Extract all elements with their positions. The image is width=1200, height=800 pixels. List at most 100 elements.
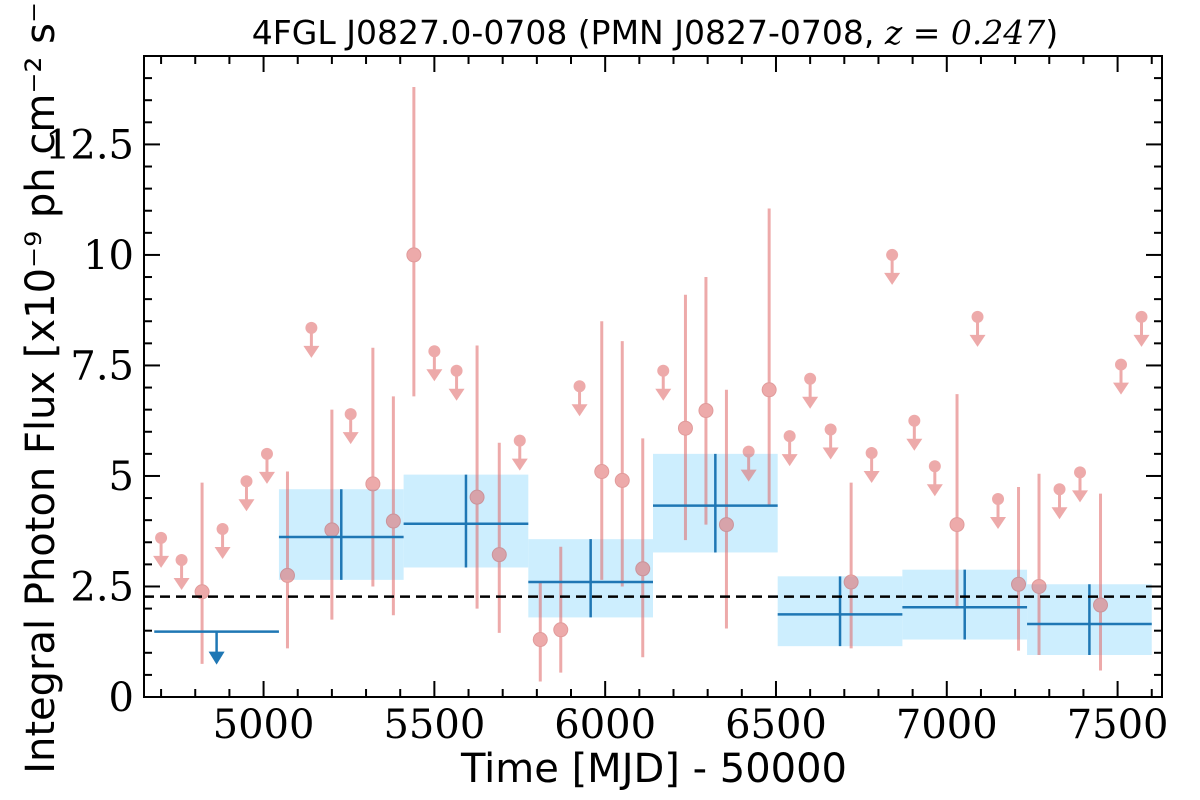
monthly-upper-limit — [342, 408, 359, 445]
upper-limit-marker — [886, 248, 899, 261]
upper-limit-marker — [344, 408, 357, 421]
monthly-upper-limit — [1072, 466, 1089, 503]
upper-limit-marker — [1115, 358, 1128, 371]
monthly-data-point — [279, 471, 295, 649]
upper-limit-marker — [513, 434, 526, 447]
upper-limit-marker — [450, 364, 463, 377]
monthly-upper-limit — [238, 475, 255, 512]
upper-limit-marker — [1074, 466, 1087, 479]
data-marker — [1093, 597, 1109, 613]
data-marker — [698, 403, 714, 419]
data-marker — [406, 247, 422, 263]
monthly-upper-limit — [448, 364, 465, 401]
monthly-upper-limit — [511, 434, 528, 471]
monthly-data-point — [949, 394, 965, 609]
monthly-upper-limit — [571, 380, 588, 417]
upper-limit-marker — [155, 531, 168, 544]
upper-limit-marker — [742, 445, 755, 458]
data-marker — [1011, 576, 1027, 592]
down-arrow-icon — [884, 272, 901, 285]
binned-data-point — [278, 489, 404, 580]
monthly-upper-limit — [1133, 310, 1150, 347]
down-arrow-icon — [655, 388, 672, 401]
x-tick-label: 5000 — [213, 702, 315, 748]
upper-limit-marker — [971, 310, 984, 323]
monthly-upper-limit — [969, 310, 986, 347]
monthly-data-point — [1011, 487, 1027, 651]
upper-limit-marker — [992, 492, 1005, 505]
upper-limit-marker — [865, 446, 878, 459]
upper-limit-marker — [783, 430, 796, 443]
upper-limit-marker — [1135, 310, 1148, 323]
monthly-data-point — [698, 277, 714, 525]
upper-limit-marker — [928, 460, 941, 473]
down-arrow-icon — [208, 651, 225, 665]
upper-limit-marker — [1053, 483, 1066, 496]
data-marker — [491, 547, 507, 563]
upper-limit-marker — [824, 423, 837, 436]
monthly-upper-limit — [740, 445, 757, 482]
down-arrow-icon — [173, 577, 190, 590]
data-marker — [843, 574, 859, 590]
monthly-data-point — [194, 482, 210, 664]
upper-limit-marker — [804, 372, 817, 385]
data-marker — [635, 561, 651, 577]
y-tick-label: 10 — [83, 233, 134, 279]
monthly-series — [153, 86, 1150, 682]
down-arrow-icon — [258, 471, 275, 484]
down-arrow-icon — [342, 432, 359, 445]
data-marker — [365, 476, 381, 492]
down-arrow-icon — [303, 345, 320, 358]
upper-limit-marker — [908, 414, 921, 427]
upper-limit-marker — [428, 345, 441, 358]
monthly-data-point — [843, 482, 859, 649]
monthly-upper-limit — [173, 553, 190, 590]
down-arrow-icon — [1133, 334, 1150, 347]
upper-limit-marker — [305, 321, 318, 334]
data-marker — [324, 522, 340, 538]
monthly-upper-limit — [1051, 483, 1068, 520]
data-marker — [761, 382, 777, 398]
monthly-upper-limit — [802, 372, 819, 409]
data-marker — [718, 517, 734, 533]
x-tick-label: 7500 — [1067, 702, 1169, 748]
chart-title: 4FGL J0827.0-0708 (PMN J0827-0708, z = 0… — [252, 13, 1058, 52]
monthly-upper-limit — [863, 446, 880, 483]
monthly-upper-limit — [153, 531, 170, 568]
down-arrow-icon — [926, 484, 943, 497]
x-tick-label: 6500 — [725, 702, 827, 748]
monthly-data-point — [491, 442, 507, 633]
down-arrow-icon — [511, 458, 528, 471]
x-tick-label: 5500 — [383, 702, 485, 748]
data-marker — [594, 464, 610, 480]
y-tick-label: 12.5 — [45, 122, 134, 168]
upper-limit-marker — [175, 553, 188, 566]
monthly-data-point — [677, 294, 693, 541]
y-tick-label: 7.5 — [70, 343, 134, 389]
down-arrow-icon — [990, 516, 1007, 529]
down-arrow-icon — [153, 555, 170, 568]
monthly-upper-limit — [822, 423, 839, 460]
monthly-data-point — [469, 345, 485, 609]
down-arrow-icon — [238, 499, 255, 512]
y-tick-label: 5 — [109, 454, 134, 500]
data-marker — [279, 567, 295, 583]
down-arrow-icon — [802, 396, 819, 409]
data-marker — [949, 517, 965, 533]
monthly-upper-limit — [303, 321, 320, 358]
data-marker — [194, 584, 210, 600]
down-arrow-icon — [1072, 490, 1089, 503]
plot-frame — [143, 55, 1163, 698]
y-axis-label: Integral Photon Flux [x10⁻⁹ ph cm⁻² s⁻¹] — [18, 0, 64, 774]
upper-limit-marker — [260, 447, 273, 460]
upper-limit-marker — [573, 380, 586, 393]
monthly-upper-limit — [926, 460, 943, 497]
plot-area — [144, 86, 1162, 682]
monthly-data-point — [594, 321, 610, 580]
upper-limit-marker — [657, 364, 670, 377]
down-arrow-icon — [448, 388, 465, 401]
upper-limit-marker — [240, 475, 253, 488]
down-arrow-icon — [781, 454, 798, 467]
monthly-data-point — [324, 409, 340, 620]
